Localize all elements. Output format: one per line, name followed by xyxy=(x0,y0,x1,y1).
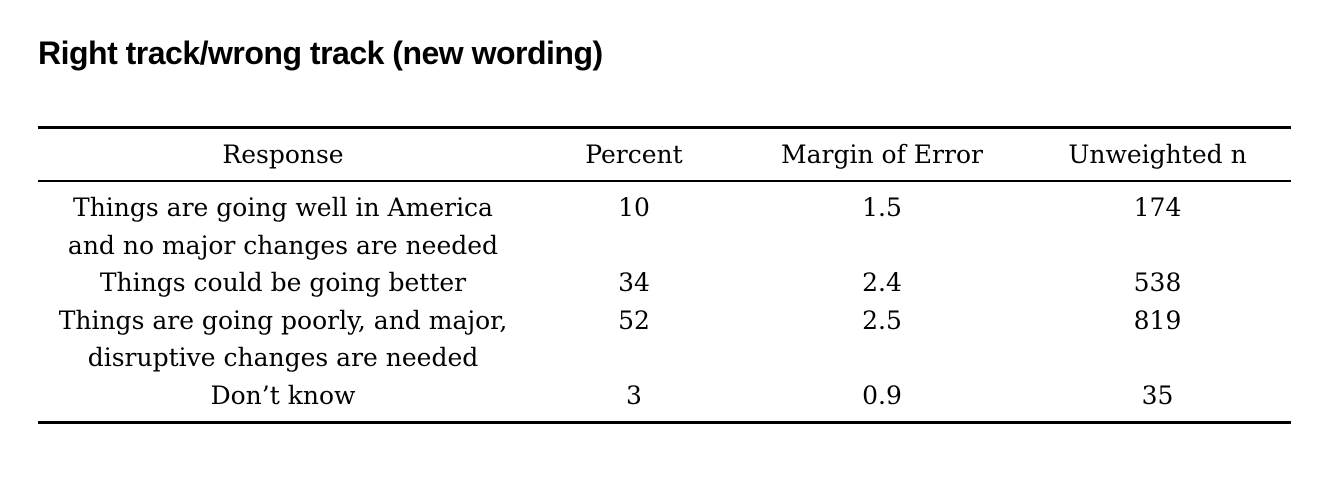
table-header: Response Percent Margin of Error Unweigh… xyxy=(38,127,1291,182)
margin-of-error-cell: 0.9 xyxy=(862,380,902,410)
percent-cell: 10 xyxy=(618,193,650,222)
column-header-margin-of-error: Margin of Error xyxy=(740,127,1024,182)
column-header-unweighted-n: Unweighted n xyxy=(1024,127,1291,182)
response-cell: Things could be going better xyxy=(99,268,467,297)
results-table: Response Percent Margin of Error Unweigh… xyxy=(38,126,1291,424)
unweighted-n-cell: 35 xyxy=(1141,380,1174,410)
response-cell: Don’t know xyxy=(210,380,356,410)
unweighted-n-cell: 174 xyxy=(1133,193,1182,222)
header-row: Response Percent Margin of Error Unweigh… xyxy=(38,127,1291,182)
margin-of-error-cell: 2.5 xyxy=(862,305,902,335)
page-title: Right track/wrong track (new wording) xyxy=(38,35,603,71)
response-cell: Things are going well in America and no … xyxy=(67,193,499,260)
table-row-dont-know: Don’t know 3 0.9 35 xyxy=(38,377,1291,423)
percent-cell: 3 xyxy=(626,380,642,410)
table-row-going-poorly: Things are going poorly, and major, disr… xyxy=(38,302,1291,377)
response-cell: Things are going poorly, and major, disr… xyxy=(58,305,508,373)
table-row-could-be-better: Things could be going better 34 2.4 538 xyxy=(38,264,1291,302)
margin-of-error-cell: 2.4 xyxy=(862,268,902,297)
table-row-going-well: Things are going well in America and no … xyxy=(38,181,1291,264)
percent-cell: 52 xyxy=(618,305,650,335)
percent-cell: 34 xyxy=(618,268,650,297)
margin-of-error-cell: 1.5 xyxy=(862,193,902,222)
column-header-response: Response xyxy=(38,127,528,182)
unweighted-n-cell: 819 xyxy=(1133,305,1182,335)
column-header-percent: Percent xyxy=(528,127,740,182)
table-body: Things are going well in America and no … xyxy=(38,181,1291,423)
unweighted-n-cell: 538 xyxy=(1133,268,1182,297)
